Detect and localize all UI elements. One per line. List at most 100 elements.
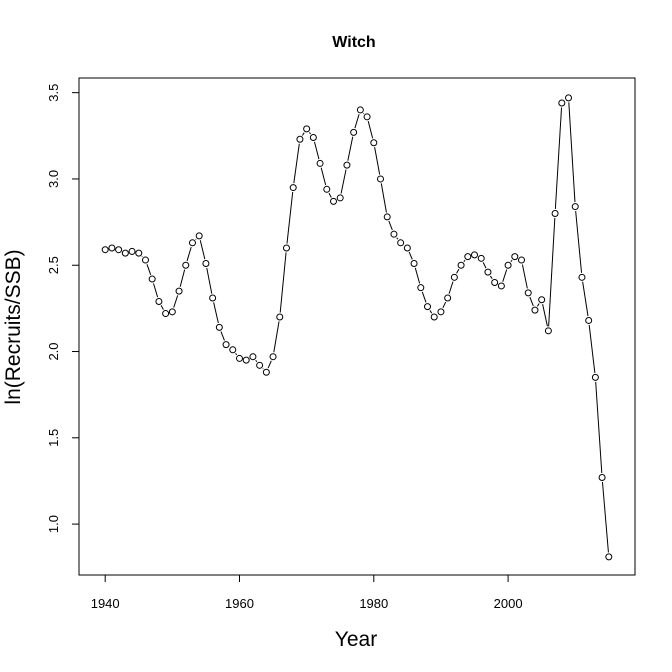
series-points xyxy=(101,94,613,561)
data-point xyxy=(242,356,250,364)
data-point xyxy=(182,261,190,269)
data-point xyxy=(282,244,290,252)
data-point xyxy=(511,253,519,261)
data-point xyxy=(457,261,465,269)
data-point xyxy=(256,361,264,369)
y-axis: 1.0 1.5 2.0 2.5 3.0 3.5 xyxy=(46,84,79,533)
y-tick-label: 1.5 xyxy=(46,429,61,447)
data-point xyxy=(350,128,358,136)
data-point xyxy=(417,284,425,292)
series-segment xyxy=(255,359,258,363)
data-point xyxy=(565,94,573,102)
series-segment xyxy=(521,264,528,289)
data-point xyxy=(370,139,378,147)
x-tick-label: 1980 xyxy=(359,596,388,611)
data-point xyxy=(578,273,586,281)
series-segment xyxy=(293,143,300,184)
series-segment xyxy=(267,360,272,369)
data-point xyxy=(249,353,257,361)
data-point xyxy=(323,185,331,193)
series-segment xyxy=(309,132,311,135)
data-point xyxy=(329,197,337,205)
data-point xyxy=(356,106,364,114)
data-point xyxy=(175,287,183,295)
series-segment xyxy=(588,324,596,373)
data-point xyxy=(544,327,552,335)
series-segment xyxy=(554,107,563,210)
series-segment xyxy=(301,132,305,136)
data-point xyxy=(155,297,163,305)
data-point xyxy=(410,260,418,268)
data-point xyxy=(202,260,210,268)
series-segment xyxy=(313,141,320,160)
series-segment xyxy=(568,102,576,203)
chart-title: Witch xyxy=(332,34,375,51)
series-segment xyxy=(489,275,493,279)
data-point xyxy=(262,368,270,376)
series-segment xyxy=(408,251,413,260)
series-segment xyxy=(160,305,164,310)
series-segment xyxy=(442,301,447,309)
data-point xyxy=(403,244,411,252)
data-point xyxy=(296,135,304,143)
data-point xyxy=(471,251,479,259)
series-segment xyxy=(421,291,427,303)
series-segment xyxy=(367,121,374,139)
data-point xyxy=(121,249,129,257)
data-point xyxy=(531,306,539,314)
x-tick-label: 1940 xyxy=(91,596,120,611)
data-point xyxy=(141,256,149,264)
series-segment xyxy=(186,246,192,262)
series-segment xyxy=(601,481,609,553)
series-segment xyxy=(320,167,327,186)
data-point xyxy=(303,125,311,133)
data-point xyxy=(598,473,606,481)
data-point xyxy=(148,275,156,283)
data-point xyxy=(430,313,438,321)
series-segment xyxy=(220,331,225,341)
data-point xyxy=(497,282,505,290)
data-point xyxy=(229,346,237,354)
y-tick-label: 3.5 xyxy=(46,84,61,102)
series-segment xyxy=(173,295,179,308)
data-point xyxy=(343,161,351,169)
y-tick-label: 3.0 xyxy=(46,170,61,188)
series-segment xyxy=(414,267,421,284)
data-point xyxy=(115,246,123,254)
series-segment xyxy=(235,353,238,356)
series-segment xyxy=(340,169,347,194)
series-segment xyxy=(595,381,603,474)
series-segment xyxy=(502,269,508,282)
data-point xyxy=(551,209,559,217)
data-point xyxy=(397,239,405,247)
series-segment xyxy=(536,303,540,307)
data-point xyxy=(336,194,344,202)
series-line xyxy=(141,102,609,553)
series-segment xyxy=(548,217,556,327)
series-segment xyxy=(347,136,354,161)
series-segment xyxy=(374,147,381,175)
plot-box xyxy=(78,77,636,576)
series-segment xyxy=(153,283,159,298)
data-point xyxy=(524,289,532,297)
data-point xyxy=(209,294,217,302)
series-segment xyxy=(542,304,548,327)
data-point xyxy=(162,310,170,318)
series-segment xyxy=(396,237,399,240)
series-segment xyxy=(575,210,583,273)
series-segment xyxy=(213,302,219,324)
data-point xyxy=(188,239,196,247)
data-point xyxy=(309,134,317,142)
data-point xyxy=(484,268,492,276)
series-segment xyxy=(286,191,294,244)
data-point xyxy=(571,203,579,211)
data-point xyxy=(585,316,593,324)
x-tick-label: 2000 xyxy=(494,596,523,611)
data-point xyxy=(383,213,391,221)
data-point xyxy=(450,273,458,281)
series-segment xyxy=(206,267,213,294)
series-segment xyxy=(582,281,589,317)
data-point xyxy=(390,230,398,238)
series-segment xyxy=(273,321,280,353)
